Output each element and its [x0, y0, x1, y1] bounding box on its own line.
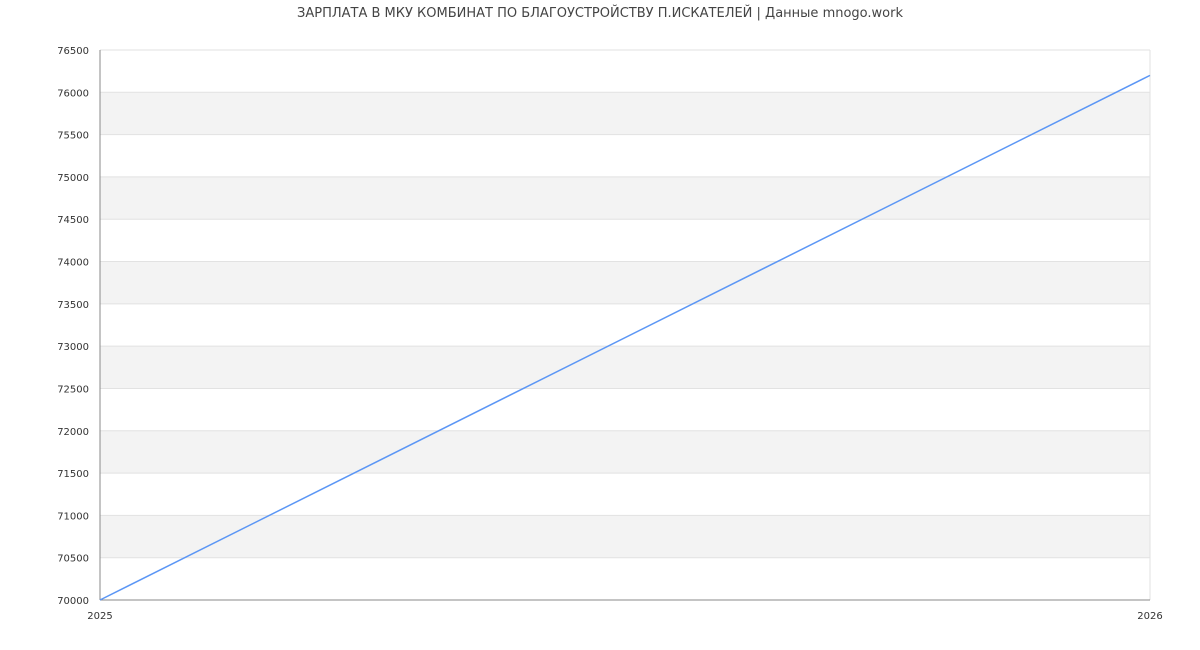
y-tick-label: 75000	[57, 173, 89, 184]
y-tick-label: 73500	[57, 300, 89, 311]
grid-band	[100, 515, 1150, 558]
y-tick-label: 74000	[57, 258, 89, 269]
y-tick-label: 70000	[57, 596, 89, 607]
y-tick-label: 71000	[57, 511, 89, 522]
y-tick-label: 70500	[57, 554, 89, 565]
y-tick-label: 73000	[57, 342, 89, 353]
y-tick-label: 71500	[57, 469, 89, 480]
grid-band	[100, 92, 1150, 135]
y-tick-label: 76000	[57, 88, 89, 99]
x-tick-label: 2026	[1137, 611, 1162, 622]
grid-band	[100, 346, 1150, 389]
x-tick-label: 2025	[87, 611, 112, 622]
series-line	[99, 74, 1151, 601]
chart-title: ЗАРПЛАТА В МКУ КОМБИНАТ ПО БЛАГОУСТРОЙСТ…	[297, 6, 903, 21]
y-tick-label: 72000	[57, 427, 89, 438]
y-tick-label: 74500	[57, 215, 89, 226]
grid-band	[100, 176, 1150, 220]
y-tick-label: 75500	[57, 131, 89, 142]
y-tick-label: 76500	[57, 46, 89, 57]
grid-band	[100, 261, 1150, 304]
grid-band	[100, 430, 1150, 474]
y-tick-label: 72500	[57, 384, 89, 395]
